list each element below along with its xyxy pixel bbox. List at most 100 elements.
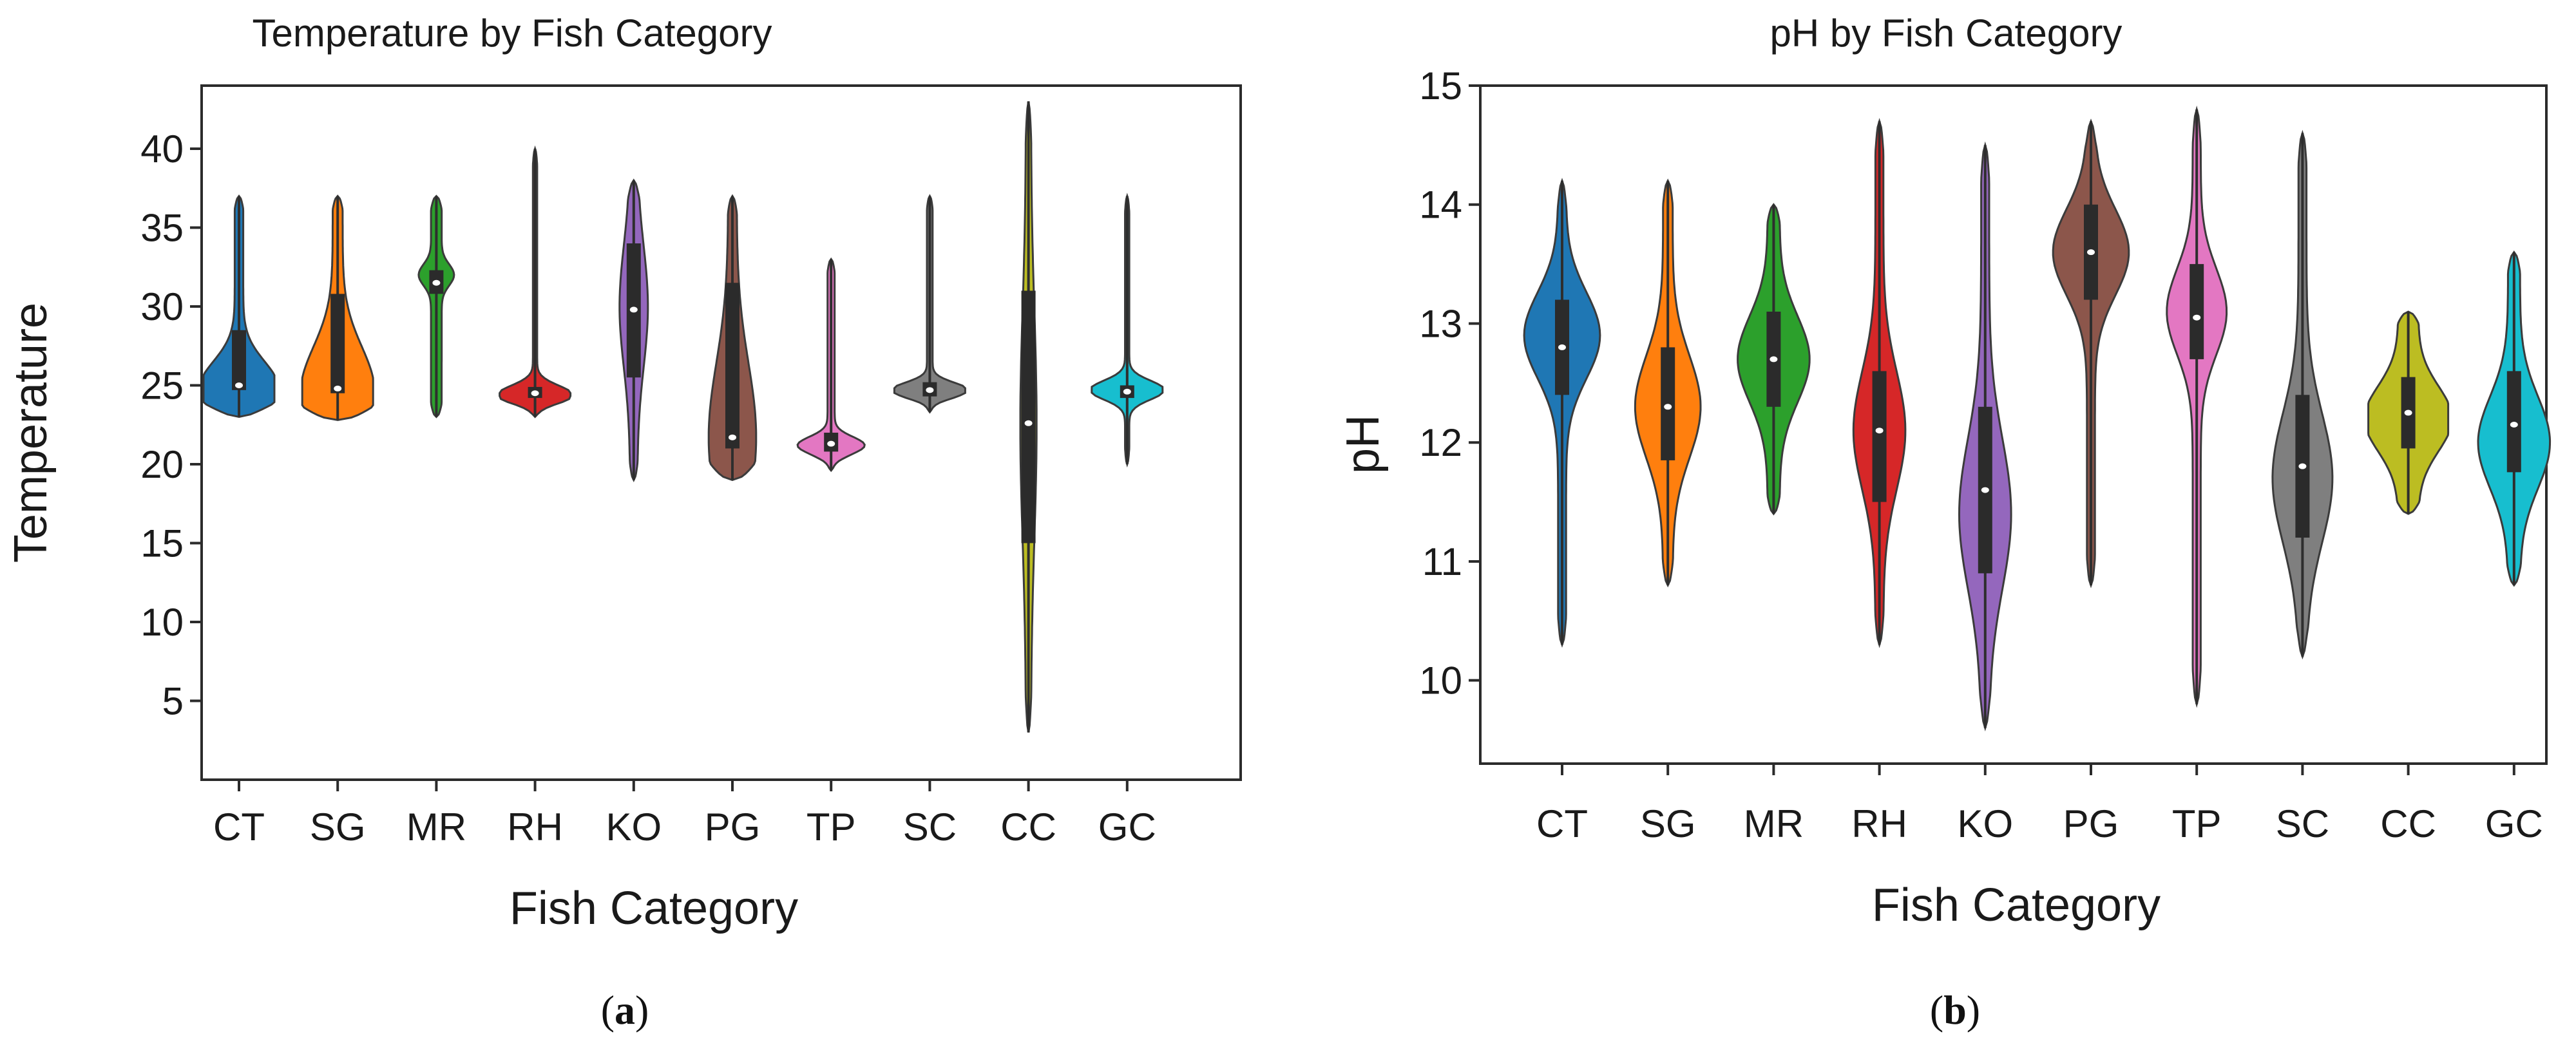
- violin-median: [235, 382, 243, 388]
- violin-iqr-box: [725, 283, 739, 449]
- violin-pg: [707, 194, 758, 482]
- violin-median: [531, 390, 539, 397]
- panel-caption: (a): [601, 987, 649, 1033]
- violin-median: [2404, 410, 2412, 416]
- y-axis-ticks: 10 11 12 13 14 15: [1419, 64, 1480, 702]
- y-tick-label: 25: [140, 364, 184, 408]
- x-tick-label: SC: [903, 805, 957, 849]
- x-tick-label: TP: [806, 805, 856, 849]
- y-tick-label: 30: [140, 285, 184, 328]
- x-tick-label: GC: [2485, 802, 2543, 845]
- x-axis-label: Fish Category: [1872, 880, 2161, 931]
- y-tick-label: 10: [1419, 659, 1462, 702]
- y-axis-ticks: 5 10 15 20 25 30 35 40: [140, 127, 202, 723]
- x-tick-label: GC: [1098, 805, 1156, 849]
- violin-iqr-box: [232, 330, 246, 390]
- violin-iqr-box: [2506, 371, 2521, 473]
- violin-iqr-box: [2190, 264, 2204, 359]
- violin-gc: [1091, 193, 1164, 468]
- y-tick-label: 15: [1419, 64, 1462, 108]
- violin-median: [1558, 344, 1566, 350]
- y-tick-label: 20: [140, 443, 184, 486]
- violin-iqr-box: [1661, 347, 1675, 460]
- x-tick-label: KO: [1957, 802, 2013, 845]
- y-tick-label: 10: [140, 601, 184, 644]
- chart-title: pH by Fish Category: [1770, 12, 2123, 55]
- y-tick-label: 12: [1419, 421, 1462, 464]
- violin-tp: [796, 257, 866, 473]
- y-tick-label: 35: [140, 207, 184, 250]
- x-tick-label: RH: [1851, 802, 1907, 845]
- violin-ko: [618, 178, 649, 482]
- y-tick-label: 11: [1422, 540, 1462, 583]
- violin-iqr-box: [330, 294, 345, 393]
- violins: [202, 101, 1164, 733]
- x-tick-label: SG: [1640, 802, 1696, 845]
- violin-cc: [2367, 310, 2450, 515]
- violin-median: [1123, 388, 1131, 395]
- violin-median: [2193, 314, 2201, 321]
- plot-frame: [200, 84, 1242, 781]
- y-tick-label: 13: [1419, 302, 1462, 345]
- violin-ct: [1523, 178, 1601, 648]
- violin-median: [1770, 356, 1778, 362]
- violin-median: [1024, 420, 1033, 426]
- violin-median: [1875, 428, 1884, 434]
- violin-sg: [301, 194, 374, 421]
- violin-median: [1664, 404, 1672, 410]
- violin-median: [432, 279, 441, 286]
- y-tick-label: 15: [140, 522, 184, 565]
- violin-ct: [202, 194, 276, 419]
- violin-cc: [1019, 101, 1038, 733]
- violin-median: [2510, 422, 2518, 428]
- x-tick-label: CT: [1536, 802, 1588, 845]
- x-tick-label: CC: [2380, 802, 2436, 845]
- violin-rh: [1852, 118, 1907, 648]
- x-tick-label: RH: [507, 805, 563, 849]
- y-tick-label: 5: [162, 680, 184, 723]
- violin-gc: [2477, 250, 2552, 587]
- violin-rh: [499, 145, 572, 419]
- violin-pg: [2052, 118, 2130, 588]
- violin-median: [729, 434, 736, 440]
- x-tick-label: SG: [310, 805, 366, 849]
- violin-iqr-box: [1021, 290, 1036, 543]
- violin-median: [2298, 463, 2307, 469]
- y-axis-label: Temperature: [5, 303, 57, 563]
- x-tick-label: TP: [2172, 802, 2222, 845]
- violin-median: [629, 306, 638, 313]
- x-axis-ticks: CT SG MR RH KO PG TP SC CC GC: [213, 780, 1156, 849]
- x-tick-label: CT: [213, 805, 265, 849]
- x-tick-label: MR: [406, 805, 466, 849]
- x-tick-label: PG: [705, 805, 761, 849]
- violin-iqr-box: [1872, 371, 1887, 502]
- x-tick-label: PG: [2063, 802, 2119, 845]
- x-axis-label: Fish Category: [510, 883, 798, 934]
- violin-mr: [417, 194, 455, 419]
- panel-ph: pH by Fish Category 10 11 12 13 14 15 CT SG MR R…: [1337, 12, 2552, 1033]
- violin-mr: [1737, 203, 1811, 516]
- violin-sc: [893, 194, 966, 414]
- y-tick-label: 40: [140, 127, 184, 171]
- panel-temperature: Temperature by Fish Category 5 10 15 20 25 30…: [5, 12, 1242, 1033]
- violin-median: [334, 385, 342, 391]
- violin-ko: [1958, 141, 2012, 731]
- violin-sc: [2271, 129, 2334, 660]
- x-axis-ticks: CT SG MR RH KO PG TP SC CC GC: [1536, 764, 2543, 845]
- x-tick-label: SC: [2276, 802, 2329, 845]
- violin-median: [827, 440, 835, 447]
- y-axis-label: pH: [1337, 415, 1389, 474]
- x-tick-label: MR: [1744, 802, 1804, 845]
- violin-sg: [1634, 178, 1702, 588]
- violin-median: [2087, 249, 2095, 256]
- y-tick-label: 14: [1419, 184, 1462, 227]
- violins: [1523, 105, 2552, 731]
- panel-caption: (b): [1930, 987, 1980, 1033]
- chart-title: Temperature by Fish Category: [252, 12, 772, 55]
- violin-median: [1981, 487, 1989, 493]
- violin-tp: [2166, 105, 2228, 708]
- violin-median: [926, 387, 934, 393]
- x-tick-label: CC: [1000, 805, 1056, 849]
- x-tick-label: KO: [606, 805, 662, 849]
